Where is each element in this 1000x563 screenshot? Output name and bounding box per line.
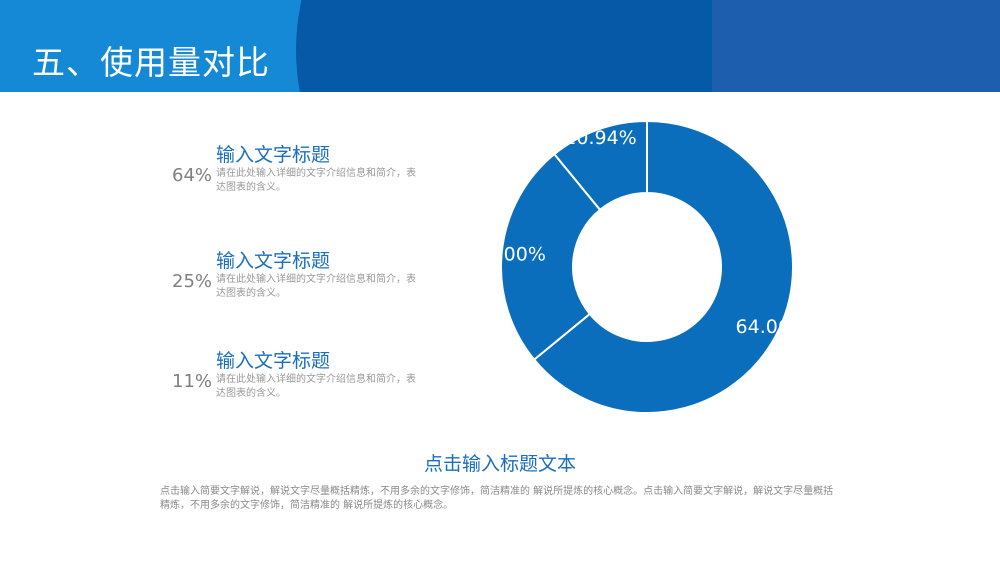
header-band-right <box>712 0 1000 92</box>
footer-title[interactable]: 点击输入标题文本 <box>423 453 576 475</box>
legend-item: 输入文字标题 11% 请在此处输入详细的文字介绍信息和简介，表达图表的含义。 <box>150 346 420 426</box>
page-title: 五、使用量对比 <box>32 43 270 82</box>
donut-chart[interactable]: 64.06% 25.00% 10.94% <box>490 120 810 430</box>
donut-slice[interactable] <box>500 152 602 362</box>
item-description[interactable]: 请在此处输入详细的文字介绍信息和简介，表达图表的含义。 <box>216 168 416 193</box>
donut-slice[interactable] <box>532 120 794 414</box>
item-title[interactable]: 输入文字标题 <box>216 144 331 166</box>
legend-item: 输入文字标题 64% 请在此处输入详细的文字介绍信息和简介，表达图表的含义。 <box>150 140 420 220</box>
item-percent: 64% <box>172 165 213 186</box>
legend-item: 输入文字标题 25% 请在此处输入详细的文字介绍信息和简介，表达图表的含义。 <box>150 246 420 326</box>
footer-text[interactable]: 点击输入简要文字解说，解说文字尽量概括精炼，不用多余的文字修饰，简洁精准的 解说… <box>160 486 834 511</box>
item-percent: 11% <box>172 371 213 392</box>
item-percent: 25% <box>172 271 213 292</box>
header-band-circle <box>296 0 756 92</box>
item-title[interactable]: 输入文字标题 <box>216 250 331 272</box>
slice-label: 10.94% <box>564 127 636 149</box>
item-description[interactable]: 请在此处输入详细的文字介绍信息和简介，表达图表的含义。 <box>216 274 416 299</box>
slice-label: 25.00% <box>490 243 546 265</box>
donut-slice[interactable] <box>552 120 648 212</box>
item-title[interactable]: 输入文字标题 <box>216 350 331 372</box>
header-banner: 五、使用量对比 <box>0 0 1000 92</box>
slice-label: 64.06% <box>736 316 808 338</box>
item-description[interactable]: 请在此处输入详细的文字介绍信息和简介，表达图表的含义。 <box>216 374 416 399</box>
donut-chart-svg: 64.06% 25.00% 10.94% <box>490 120 808 414</box>
